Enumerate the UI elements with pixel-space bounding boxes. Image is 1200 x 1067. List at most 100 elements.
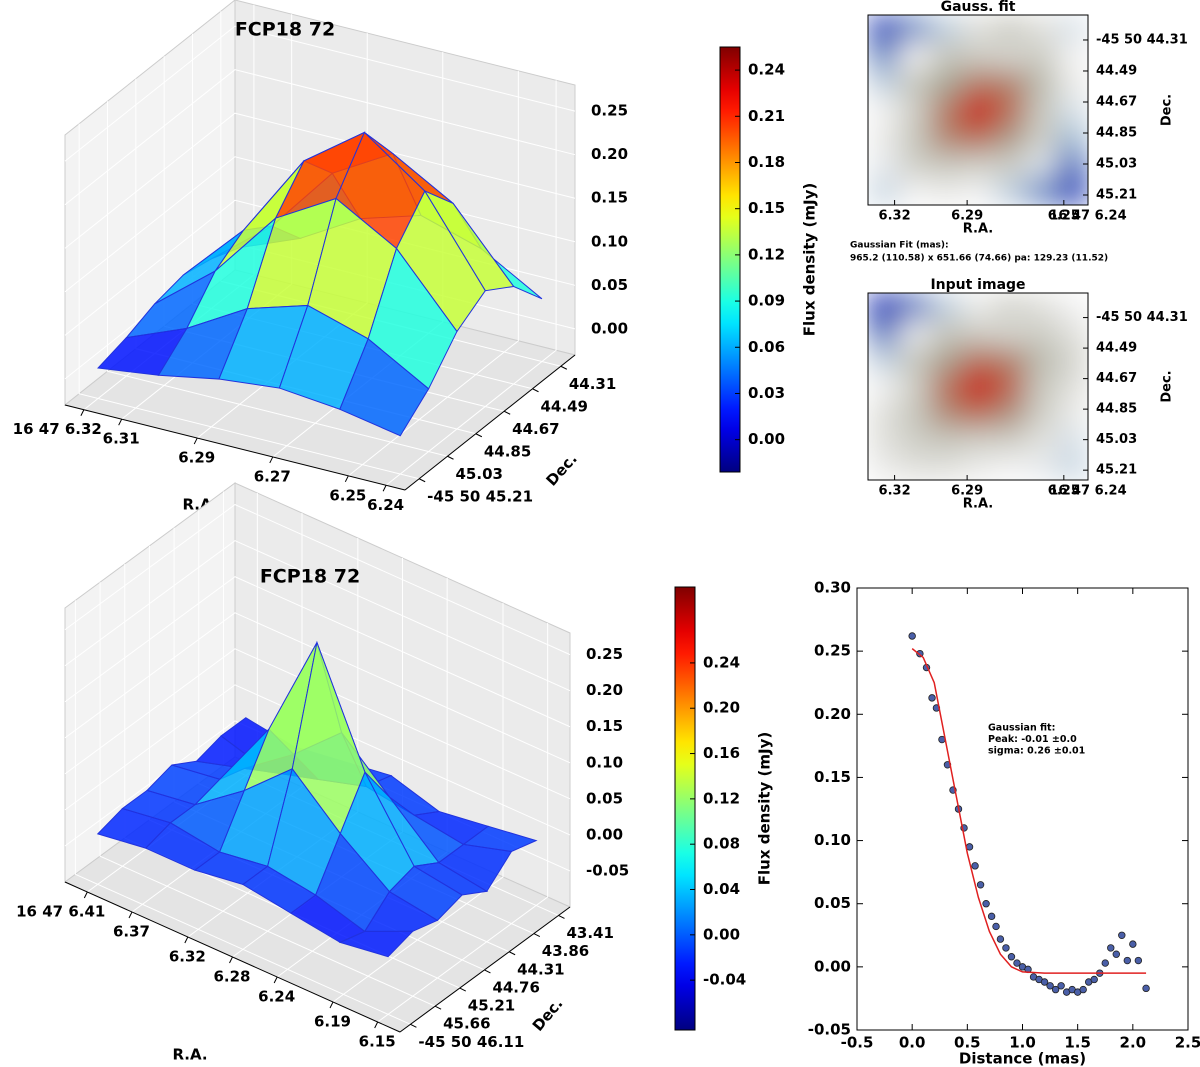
x-tick-label: 6.24 [367,496,404,514]
pixel [868,69,900,97]
pixel [962,69,995,97]
pixel [868,42,900,70]
colorbar-tick-label: 0.18 [748,153,785,171]
tick-mark [484,969,491,974]
pixel [962,293,995,321]
tick-mark [118,418,123,426]
z-tick-label: 0.00 [586,825,623,843]
tick-mark [533,933,541,938]
pixel [962,346,995,374]
pixel [868,399,900,428]
image [868,15,1088,205]
point [1112,950,1120,958]
z-tick-label: 0.15 [586,717,623,735]
chart-title: FCP18 72 [260,566,360,588]
pixel [1025,373,1058,401]
pixel [1056,123,1088,152]
colorbar-label: Flux density (mJy) [756,732,774,886]
point [928,694,936,702]
tick-mark [503,410,511,415]
pixel [1056,319,1088,347]
x-tick-label: 6.37 [113,923,150,941]
y-tick-label: -0.05 [808,1021,851,1039]
pixel [899,399,932,428]
x-tick-label: 2.5 [1175,1034,1200,1052]
colorbar-tick-label: 0.03 [748,384,785,402]
y-tick-label: 44.85 [1096,125,1137,140]
grid-line [64,25,576,162]
pixel [1056,426,1088,454]
y-tick-label: 44.85 [1096,402,1137,417]
pixel [930,453,963,480]
colorbar-tick-label: 0.00 [748,430,785,448]
tick-mark [382,485,387,492]
pixel [1025,177,1058,205]
grid-line [64,69,576,206]
colorbar-tick-label: 0.12 [748,245,785,263]
pixel [1025,42,1058,70]
annotation: Gaussian fit: [988,723,1055,734]
tick-mark [374,1021,379,1029]
x-tick-label: 2.0 [1120,1034,1147,1052]
x-tick-label: 16 47 6.32 [13,420,102,438]
point [1142,984,1150,993]
pixel [868,96,900,125]
pixel [899,123,932,152]
y-tick-label: 0.05 [814,894,851,912]
pixel [1025,69,1058,97]
x-tick-label: -0.5 [841,1034,874,1052]
pixel [930,15,963,43]
y-tick-label: 44.49 [541,397,588,415]
x-tick-label: 0.5 [954,1034,981,1052]
annotation: 965.2 (110.58) x 651.66 (74.66) pa: 129.… [850,254,1108,264]
pixel [993,150,1026,179]
image-clip [868,15,1088,205]
pixel [962,319,995,347]
point [982,900,990,908]
x-axis-label: R.A. [172,1046,207,1064]
tick-mark [229,956,233,964]
pixel [930,426,963,454]
pixel [993,177,1026,205]
point [1129,940,1137,948]
annotation: Gaussian Fit (mas): [850,241,949,251]
pixel [930,373,963,401]
tick-mark [344,475,349,483]
frame [867,292,1089,481]
fit-line [911,648,1147,974]
point [1007,953,1016,961]
frame [867,14,1089,206]
pixel [1056,293,1088,321]
pixel [1025,293,1058,321]
pixel [899,42,932,70]
z-tick-label: 0.10 [586,753,623,771]
y-tick-label: 44.67 [1096,371,1137,386]
x-tick-label: 6.32 [879,484,911,499]
point [1002,944,1010,952]
y-tick-label: 44.31 [517,960,564,978]
point [1051,985,1060,994]
pixel [868,373,900,401]
pixel [899,346,932,374]
pixel [993,373,1026,401]
tick-mark [532,388,539,393]
grid-line [64,156,576,293]
colorbar-tick-label: 0.12 [703,789,740,807]
pixel [930,177,963,205]
z-tick-label: -0.05 [586,861,629,879]
x-tick-label: 6.25 [1048,484,1080,499]
pixel [868,346,900,374]
grid-line [64,612,571,764]
pixel [962,399,995,428]
y-tick-label: 44.76 [492,978,539,996]
point [1101,959,1109,967]
point [996,935,1005,943]
pixel [930,69,963,97]
point [1046,982,1054,990]
colorbar-tick-label: 0.16 [703,744,740,762]
tick-mark [434,1005,442,1010]
pixel [899,293,932,321]
pixel [899,69,932,97]
z-tick-label: 0.10 [591,232,628,250]
grid-line [64,540,571,692]
